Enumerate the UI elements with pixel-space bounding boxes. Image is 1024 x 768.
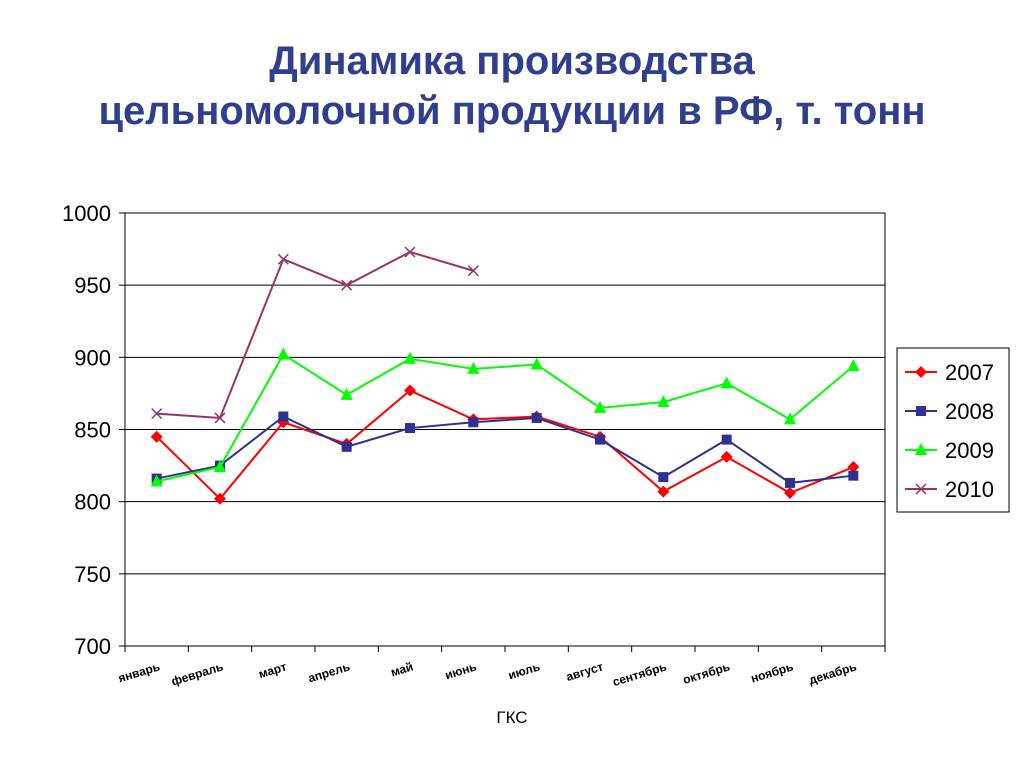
data-point bbox=[657, 395, 670, 408]
x-tick-label: апрель bbox=[306, 659, 351, 685]
series-line bbox=[156, 415, 854, 484]
y-tick-label: 900 bbox=[74, 345, 111, 370]
y-tick-label: 950 bbox=[74, 273, 111, 298]
data-point bbox=[341, 279, 353, 291]
data-point bbox=[531, 412, 542, 423]
data-point bbox=[404, 384, 416, 397]
data-point bbox=[915, 483, 927, 495]
title-line-1: Динамика производства bbox=[269, 39, 755, 83]
y-tick-label: 850 bbox=[74, 418, 111, 443]
data-point bbox=[341, 441, 352, 452]
data-point bbox=[847, 461, 860, 474]
series-2009 bbox=[150, 347, 860, 487]
y-tick-label: 700 bbox=[74, 634, 111, 659]
y-tick-label: 750 bbox=[74, 562, 111, 587]
x-tick-label: ноябрь bbox=[749, 659, 795, 685]
x-tick-label: февраль bbox=[170, 659, 225, 688]
data-point bbox=[150, 474, 163, 487]
data-point bbox=[594, 400, 606, 413]
x-tick-label: март bbox=[257, 659, 288, 681]
data-point bbox=[916, 406, 926, 416]
data-point bbox=[467, 361, 480, 374]
data-point bbox=[404, 246, 416, 258]
x-tick-label: июнь bbox=[443, 659, 478, 682]
y-tick-label: 1000 bbox=[62, 201, 111, 226]
data-point bbox=[404, 351, 416, 364]
data-point bbox=[720, 376, 733, 389]
legend-label: 2008 bbox=[945, 399, 994, 424]
data-point bbox=[657, 485, 670, 498]
data-point bbox=[405, 423, 415, 434]
legend-label: 2009 bbox=[945, 438, 994, 463]
data-point bbox=[340, 387, 353, 400]
x-tick-label: декабрь bbox=[807, 659, 858, 687]
source-label: ГКС bbox=[496, 708, 528, 727]
data-point bbox=[277, 347, 290, 360]
data-point bbox=[915, 443, 927, 455]
data-point bbox=[278, 411, 289, 422]
legend-label: 2007 bbox=[945, 360, 994, 385]
data-point bbox=[214, 412, 226, 424]
x-tick-label: май bbox=[389, 659, 415, 679]
x-tick-label: январь bbox=[116, 659, 161, 685]
data-point bbox=[468, 417, 479, 428]
series-line bbox=[155, 389, 854, 501]
series-line bbox=[156, 353, 854, 483]
title-line-2: цельномолочной продукции в РФ, т. тонн bbox=[98, 89, 926, 133]
data-point bbox=[467, 265, 479, 277]
y-tick-label: 800 bbox=[74, 490, 111, 515]
data-point bbox=[720, 450, 733, 463]
x-tick-label: октябрь bbox=[681, 659, 731, 687]
data-point bbox=[915, 366, 927, 378]
data-point bbox=[277, 253, 289, 265]
series-2010 bbox=[151, 246, 479, 424]
legend-label: 2010 bbox=[945, 477, 994, 502]
data-point bbox=[595, 434, 605, 445]
data-point bbox=[785, 477, 795, 488]
data-point bbox=[151, 408, 163, 420]
data-point bbox=[214, 460, 226, 473]
x-tick-label: июль bbox=[507, 659, 542, 682]
data-point bbox=[658, 472, 669, 483]
data-point bbox=[784, 412, 796, 425]
data-point bbox=[847, 358, 860, 371]
data-point bbox=[150, 430, 163, 443]
data-point bbox=[784, 487, 796, 500]
series-line bbox=[156, 250, 474, 420]
chart-title: Динамика производства цельномолочной про… bbox=[0, 36, 1024, 136]
data-point bbox=[530, 357, 543, 370]
data-point bbox=[848, 470, 859, 481]
x-tick-label: август bbox=[564, 659, 605, 684]
x-tick-label: сентябрь bbox=[611, 659, 668, 689]
data-point bbox=[214, 492, 226, 505]
data-point bbox=[721, 434, 732, 445]
